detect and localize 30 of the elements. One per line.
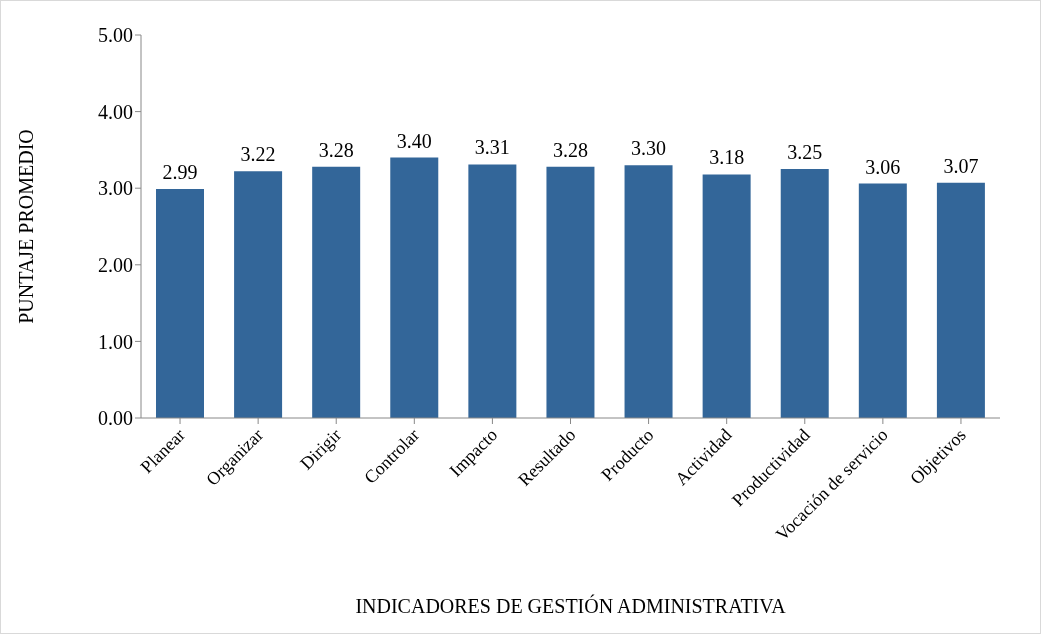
data-label: 2.99 xyxy=(162,160,198,183)
data-label: 3.07 xyxy=(943,154,979,177)
data-label: 3.25 xyxy=(787,141,823,164)
bar xyxy=(702,174,751,418)
data-label: 3.30 xyxy=(631,137,667,160)
y-tick-label: 1.00 xyxy=(98,330,133,353)
data-label: 3.22 xyxy=(240,143,276,166)
data-label: 3.40 xyxy=(396,129,432,152)
y-axis-title: PUNTAJE PROMEDIO xyxy=(15,129,38,324)
x-axis-title: INDICADORES DE GESTIÓN ADMINISTRATIVA xyxy=(355,594,787,617)
bar xyxy=(468,164,517,418)
bar xyxy=(936,182,985,418)
bar xyxy=(234,171,283,418)
data-label: 3.31 xyxy=(474,136,510,159)
bar xyxy=(780,169,829,418)
y-tick-label: 3.00 xyxy=(98,177,133,200)
y-tick-label: 0.00 xyxy=(98,407,133,430)
data-label: 3.18 xyxy=(709,146,745,169)
bar xyxy=(156,188,204,418)
data-label: 3.28 xyxy=(552,138,588,161)
bar xyxy=(546,166,595,418)
bar xyxy=(312,166,361,418)
y-tick-label: 2.00 xyxy=(98,253,133,276)
y-tick-label: 5.00 xyxy=(98,24,133,47)
bar xyxy=(390,157,439,418)
bar xyxy=(624,165,673,418)
y-tick-label: 4.00 xyxy=(98,100,133,123)
data-label: 3.28 xyxy=(318,138,354,161)
data-label: 3.06 xyxy=(865,155,901,178)
bar xyxy=(858,183,907,418)
